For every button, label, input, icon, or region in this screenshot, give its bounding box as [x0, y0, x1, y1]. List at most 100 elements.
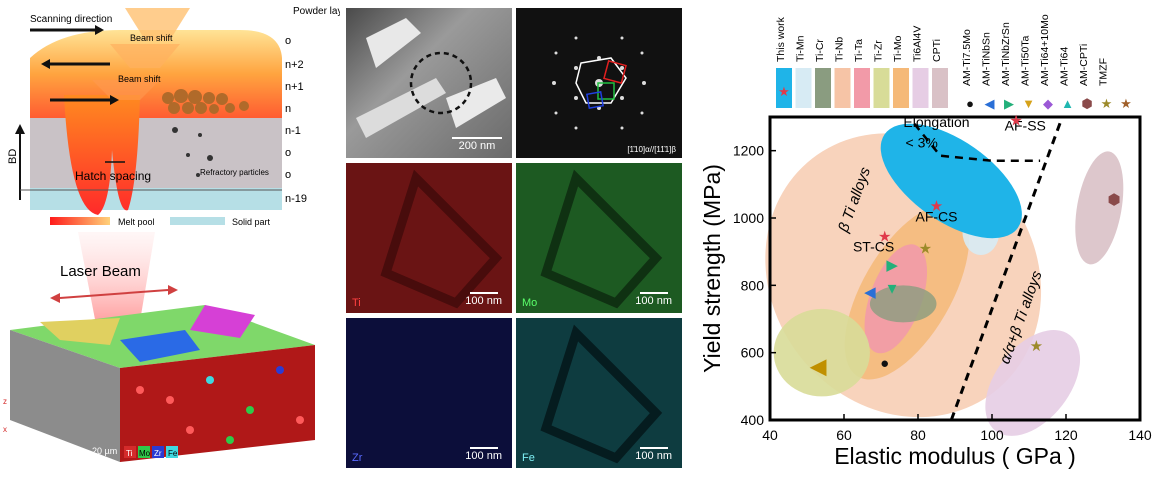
legend-marker-label-4: AM-Ti64+10Mo: [1039, 14, 1051, 86]
eds-mo-label: Mo: [522, 297, 538, 309]
svg-text:n: n: [285, 103, 291, 115]
point-7-1: ★: [1030, 338, 1043, 355]
element-key: Ti Mo Zr Fe: [124, 446, 178, 458]
chart-legend: This work ★ Ti-Mn Ti-Cr Ti-Nb Ti-Ta Ti-Zr Ti-Mo…: [775, 14, 1132, 111]
annotation-4: AF-SS: [1005, 117, 1046, 133]
point-0-1: ★: [930, 198, 943, 215]
legend-label-5: Ti-Zr: [873, 40, 885, 62]
eds-fe-label: Fe: [522, 452, 535, 464]
laser-beam-label: Laser Beam: [60, 263, 141, 280]
x-tick-label-1: 60: [836, 427, 852, 443]
legend-swatch-7: [912, 68, 929, 108]
region-ti-zr: [773, 308, 870, 397]
legend-swatch-1: [795, 68, 812, 108]
legend-swatch-0: [776, 68, 792, 108]
y-tick-label-2: 800: [741, 277, 765, 293]
legend-label-8: CPTi: [931, 39, 943, 62]
beam-2: [110, 44, 180, 68]
solid-part-legend: Solid part: [232, 217, 271, 227]
axis-x-label: x: [3, 425, 7, 434]
legend-label-3: Ti-Nb: [834, 37, 846, 62]
eds-zr-scale: 100 nm: [465, 447, 502, 462]
lpbf-schematic-panel: Scanning direction Powder layers Beam sh…: [0, 0, 356, 475]
tem-micrograph-panel: 200 nm [1̄10]α//[11̄1]β Ti 100 nm Mo 100…: [346, 8, 684, 468]
x-tick-label-3: 100: [980, 427, 1004, 443]
ashby-chart-panel: This work ★ Ti-Mn Ti-Cr Ti-Nb Ti-Ta Ti-Zr Ti-Mo…: [690, 0, 1152, 475]
svg-text:Zr: Zr: [154, 449, 162, 458]
layer-labels: o n+2 n+1 n n-1 o o n-19: [285, 35, 307, 205]
svg-text:o: o: [285, 147, 291, 159]
alloy-divider-line: [949, 116, 1064, 421]
y-axis-label: Yield strength (MPa): [699, 164, 725, 373]
point-7-0: ★: [919, 240, 932, 257]
refractory-particles-label: Refractory particles: [200, 168, 269, 177]
bd-label: BD: [7, 149, 19, 164]
legend-swatch-marker-0: ★: [778, 84, 790, 99]
region-ti-cr: [869, 285, 937, 323]
bf-scale-bar: 200 nm: [452, 137, 502, 152]
hatch-spacing-label: Hatch spacing: [75, 169, 151, 183]
svg-text:n-19: n-19: [285, 193, 307, 205]
x-tick-label-5: 140: [1128, 427, 1152, 443]
legend-label-0: This work: [775, 16, 787, 62]
point-6-0: ⬢: [1108, 191, 1121, 208]
legend-marker-label-3: AM-Ti50Ta: [1020, 35, 1032, 86]
svg-text:Fe: Fe: [168, 449, 178, 458]
powder-particles: [162, 89, 249, 114]
beam-1: [125, 8, 190, 40]
region-ti6al4v: [985, 330, 1081, 436]
melt-pool-legend: Melt pool: [118, 217, 155, 227]
powder-layers-label: Powder layers: [293, 6, 340, 17]
refractory-particle-dots: [172, 127, 213, 177]
legend-swatch-5: [873, 68, 890, 108]
legend-label-6: Ti-Mo: [892, 35, 904, 62]
legend-swatch-3: [834, 68, 851, 108]
legend-swatch-6: [893, 68, 909, 108]
legend-marker-6: ⬢: [1081, 96, 1092, 111]
legend-swatch-8: [932, 68, 948, 108]
legend-label-2: Ti-Cr: [814, 39, 826, 62]
legend-label-4: Ti-Ta: [853, 39, 865, 62]
beam-3: [92, 80, 160, 100]
legend-marker-1: ◀: [985, 96, 995, 111]
point-2-0: ◀: [864, 284, 876, 301]
x-tick-label-4: 120: [1054, 427, 1078, 443]
svg-text:Ti: Ti: [126, 449, 133, 458]
eds-map-zr: Zr 100 nm: [346, 318, 512, 468]
bright-field-image: 200 nm: [346, 8, 512, 158]
point-5-0: ◀: [810, 353, 827, 378]
melt-pool-swatch: [50, 217, 110, 225]
svg-text:o: o: [285, 169, 291, 181]
saed-features: [552, 36, 646, 130]
eds-particles: [136, 366, 304, 444]
beam-shift-label-1: Beam shift: [130, 33, 173, 43]
svg-text:n+2: n+2: [285, 59, 304, 71]
block-front-eds: [120, 345, 315, 462]
point-0-2: ★: [1009, 112, 1022, 129]
legend-marker-5: ▲: [1061, 96, 1074, 111]
y-tick-label-1: 600: [741, 345, 765, 361]
eds-ti-label: Ti: [352, 297, 361, 309]
y-tick-label-0: 400: [741, 412, 765, 428]
x-axis-label: Elastic modulus ( GPa ): [834, 443, 1076, 469]
block-side-ebsd: [10, 330, 120, 462]
zone-axis-label: [1̄10]α//[11̄1]β: [627, 145, 676, 154]
eds-zr-label: Zr: [352, 452, 363, 464]
solid-part-layer: [30, 188, 282, 210]
plot-area: 40 60 80 100 120 140 400 600 800 1000 1200 Elastic …: [699, 112, 1152, 469]
region-this-work: [880, 123, 1022, 239]
legend-label-7: Ti6Al4V: [912, 26, 924, 62]
legend-marker-2: ▶: [1004, 96, 1014, 111]
block-scale-label: 20 µm: [92, 446, 117, 456]
svg-text:n+1: n+1: [285, 81, 304, 93]
legend-marker-4: ◆: [1043, 96, 1053, 111]
annotation-0: Elongation: [903, 114, 969, 130]
schematic-svg: Scanning direction Powder layers Beam sh…: [3, 6, 356, 462]
legend-swatch-4: [854, 68, 870, 108]
svg-text:n-1: n-1: [285, 125, 301, 137]
axis-z-label: z: [3, 397, 7, 406]
plot-frame: [768, 115, 1142, 422]
legend-label-1: Ti-Mn: [795, 35, 807, 62]
legend-marker-label-1: AM-TiNbSn: [981, 32, 993, 86]
saed-pattern: [1̄10]α//[11̄1]β: [516, 8, 682, 158]
